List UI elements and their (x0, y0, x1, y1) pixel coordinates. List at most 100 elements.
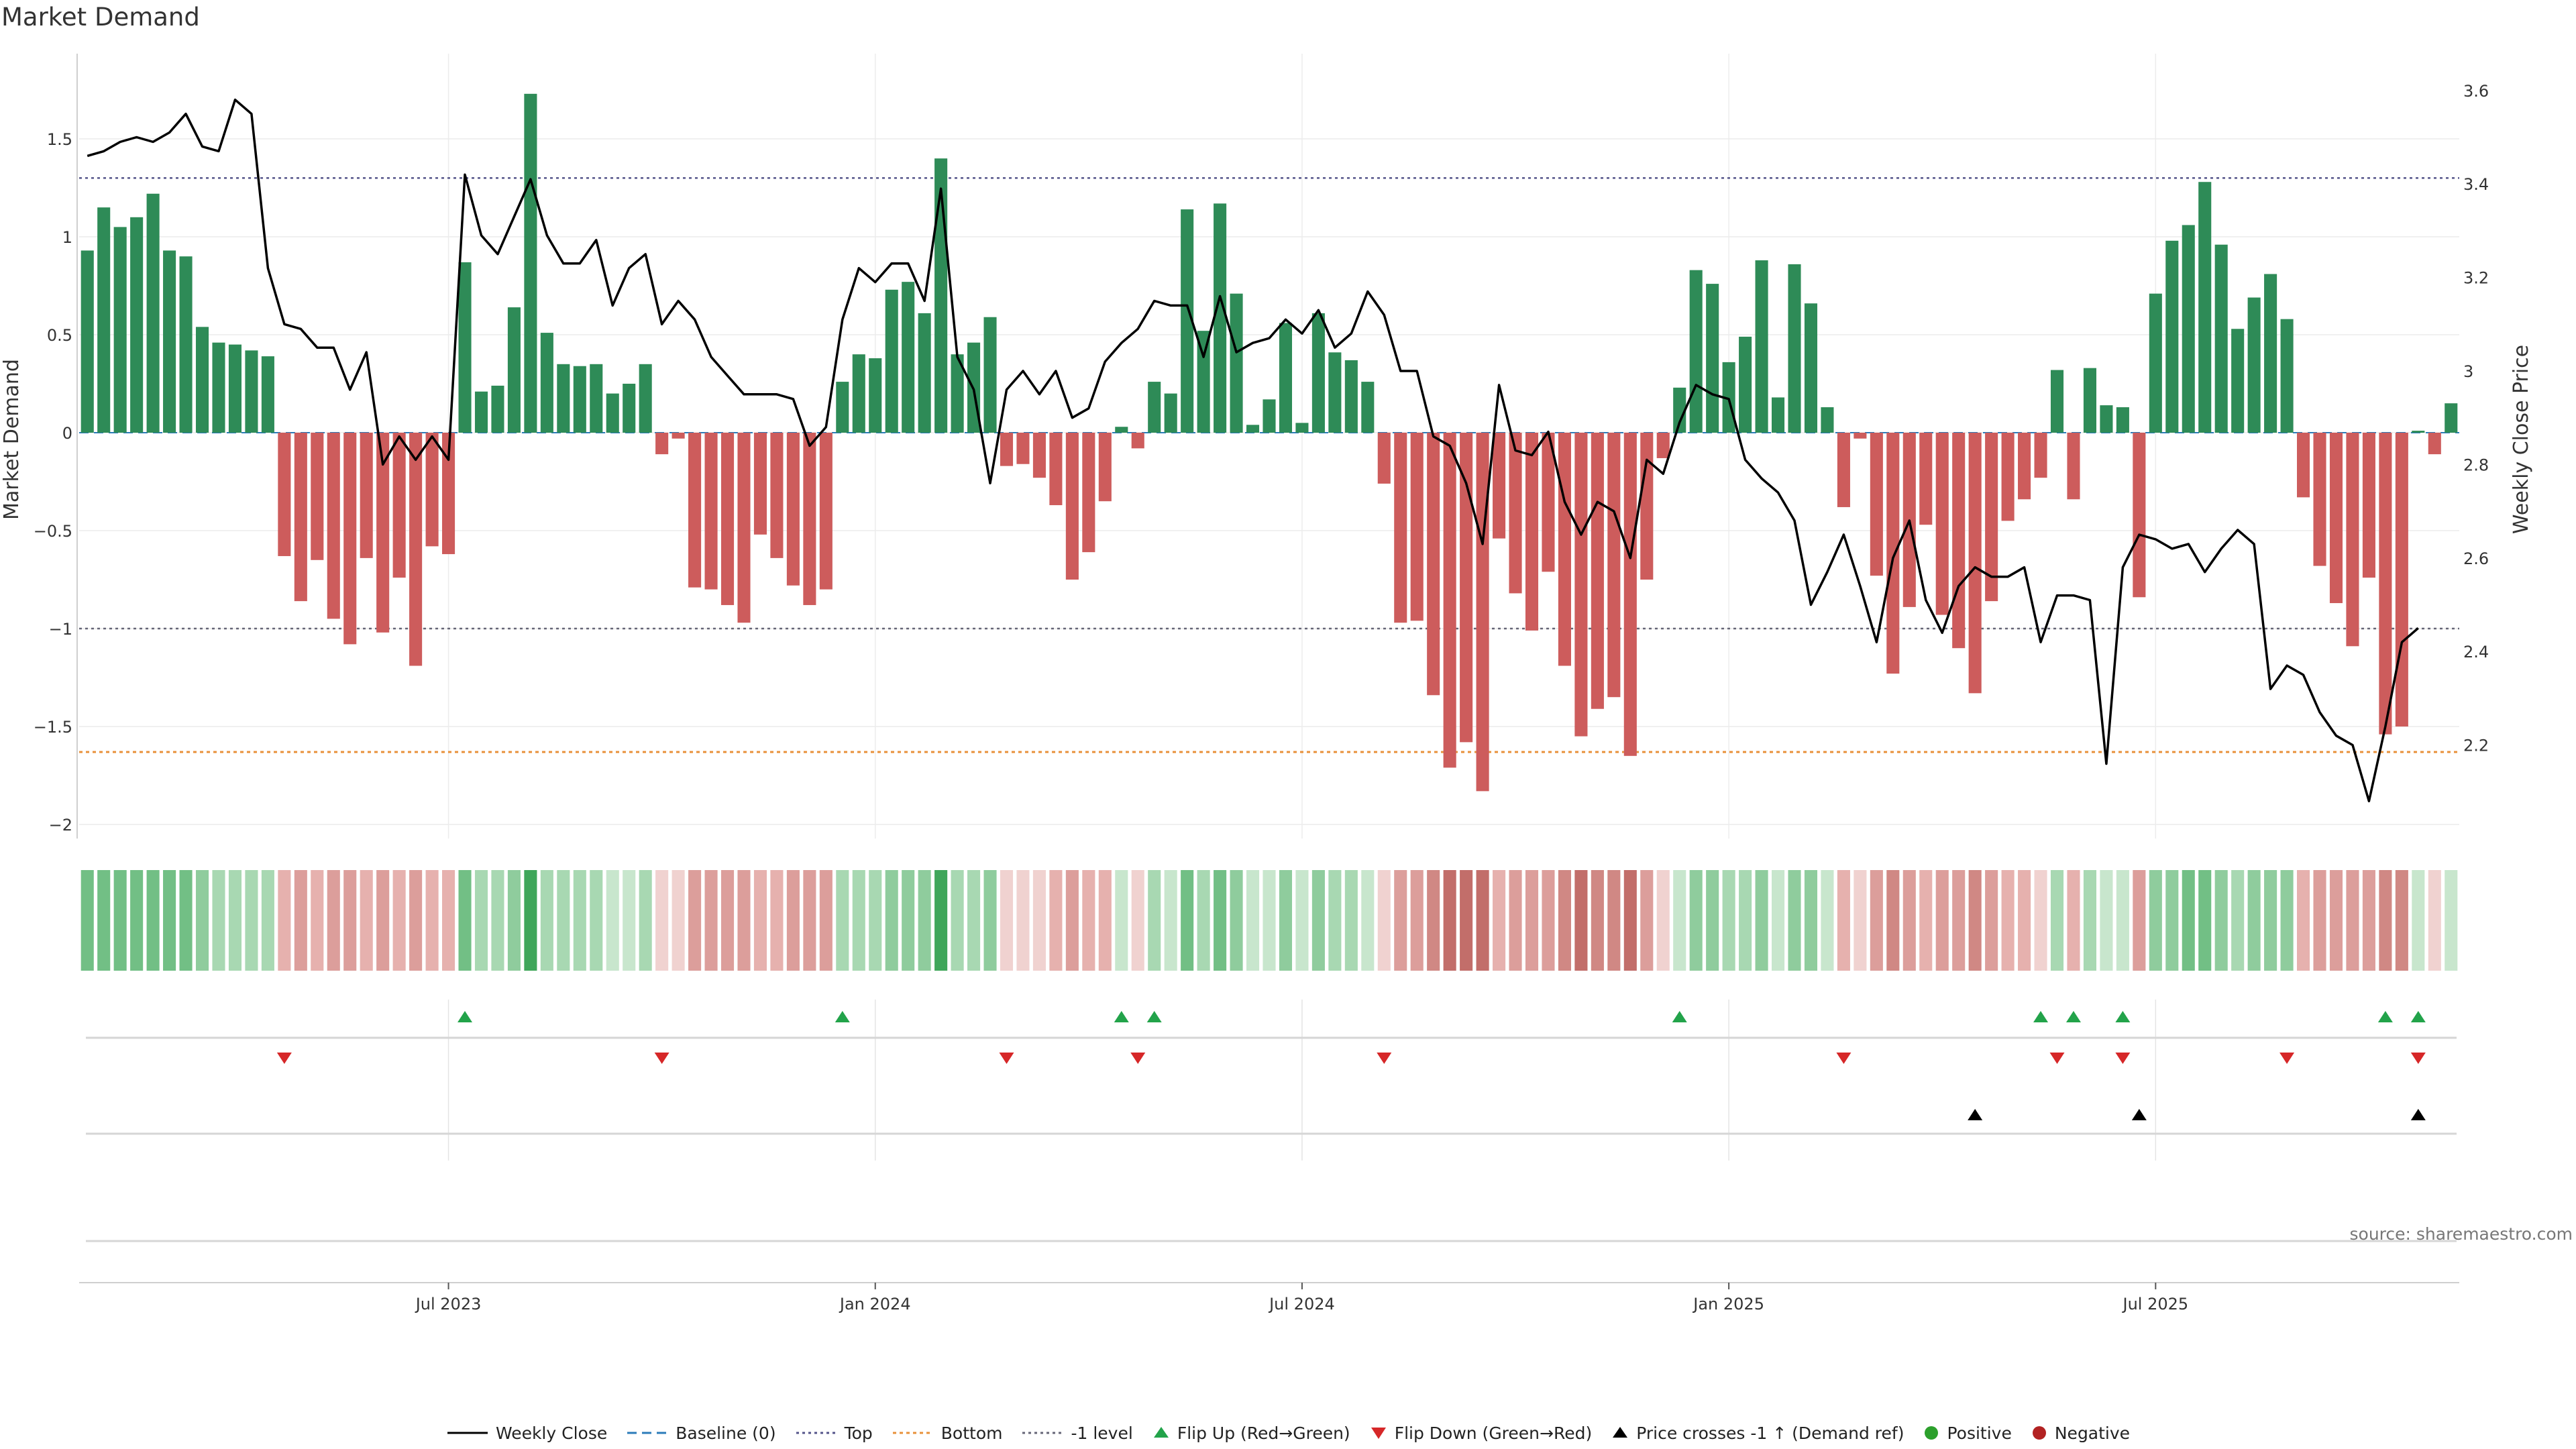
demand-bar (1410, 433, 1424, 621)
strip-cell (1886, 870, 1900, 971)
strip-cell (1558, 870, 1571, 971)
demand-bar (228, 344, 241, 433)
strip-cell (1295, 870, 1309, 971)
demand-bar (672, 433, 685, 439)
demand-bar (2083, 368, 2096, 433)
strip-cell (392, 870, 406, 971)
strip-cell (1115, 870, 1128, 971)
strip-cell (1755, 870, 1768, 971)
demand-bar (1739, 336, 1752, 433)
strip-cell (2034, 870, 2047, 971)
demand-bar (1131, 433, 1144, 449)
demand-bar (1394, 433, 1407, 623)
flip-up-marker (458, 1011, 473, 1022)
strip-cell (1656, 870, 1670, 971)
y-tick-label: −1 (49, 620, 72, 639)
strip-cell (163, 870, 176, 971)
strip-cell (1771, 870, 1785, 971)
demand-bar (1197, 331, 1210, 433)
strip-cell (819, 870, 833, 971)
demand-bar (2247, 297, 2261, 433)
demand-bar (1968, 433, 1982, 694)
legend-item-weekly-close: Weekly Close (446, 1424, 607, 1443)
demand-bar (1311, 313, 1325, 433)
right-axis: 3.6 3.4 3.2 3 2.8 2.6 2.4 2.2 (2463, 82, 2489, 755)
strip-cell (1214, 870, 1227, 971)
strip-cell (573, 870, 586, 971)
strip-cell (442, 870, 455, 971)
legend-item-flip-down: Flip Down (Green→Red) (1369, 1423, 1593, 1443)
legend-item-flip-up: Flip Up (Red→Green) (1152, 1424, 1350, 1443)
strip-cell (1181, 870, 1194, 971)
strip-cell (245, 870, 258, 971)
strip-cell (1049, 870, 1063, 971)
flip-down-marker (654, 1053, 669, 1064)
strip-cell (1476, 870, 1489, 971)
demand-bar (442, 433, 455, 555)
legend-swatch-cross (1611, 1426, 1629, 1440)
strip-cell (951, 870, 964, 971)
cross-up-marker (2131, 1109, 2147, 1120)
strip-cell (278, 870, 291, 971)
demand-bar (786, 433, 800, 586)
demand-bar (655, 433, 669, 455)
strip-cell (720, 870, 735, 971)
legend-label: -1 level (1071, 1423, 1133, 1443)
demand-bar (606, 393, 619, 433)
strip-cell (1443, 870, 1456, 971)
legend-swatch-baseline (626, 1426, 669, 1440)
grid-layer (76, 54, 2459, 1161)
strip-cell (2149, 870, 2162, 971)
strip-cell (885, 870, 898, 971)
demand-bar (1016, 433, 1030, 464)
strip-cell (2067, 870, 2080, 971)
strip-cell (1131, 870, 1144, 971)
demand-bar (1854, 433, 1867, 439)
demand-bars (80, 93, 2458, 792)
demand-bar (1623, 433, 1637, 756)
demand-bar (1886, 433, 1900, 674)
strip-cell (1460, 870, 1473, 971)
strip-cell (1509, 870, 1522, 971)
demand-bar (918, 313, 931, 433)
demand-bar (146, 193, 160, 433)
demand-bar (1952, 433, 1966, 649)
strip-cell (983, 870, 997, 971)
legend-label: Flip Down (Green→Red) (1394, 1423, 1593, 1443)
demand-bar (1755, 260, 1768, 433)
demand-bar (1246, 425, 1260, 433)
strip-cell (1016, 870, 1030, 971)
strip-cell (2001, 870, 2015, 971)
flip-up-marker (2377, 1011, 2393, 1022)
demand-bar (590, 364, 603, 433)
strip-cell (1246, 870, 1260, 971)
demand-bar (2198, 182, 2212, 433)
strip-cell (2280, 870, 2294, 971)
strip-cell (623, 870, 636, 971)
legend-item-negative: Negative (2031, 1424, 2130, 1443)
demand-bar (343, 433, 357, 645)
strip-cell (1788, 870, 1801, 971)
demand-bar (1673, 387, 1686, 433)
x-tick-label: Jul 2024 (1268, 1295, 1335, 1313)
demand-bar (623, 384, 636, 433)
strip-cell (343, 870, 357, 971)
demand-bar (195, 327, 209, 433)
demand-bar (1000, 433, 1014, 466)
demand-bar (1558, 433, 1571, 666)
strip-cell (1591, 870, 1604, 971)
strip-cell (409, 870, 423, 971)
legend-item-minus1: -1 level (1021, 1423, 1133, 1443)
demand-bar (2165, 240, 2179, 433)
strip-cell (704, 870, 718, 971)
demand-bar (1509, 433, 1522, 594)
demand-bar (1082, 433, 1095, 553)
strip-cell (376, 870, 390, 971)
flip-down-marker (2049, 1053, 2065, 1064)
demand-bar (1295, 423, 1309, 433)
strip-cell (1952, 870, 1966, 971)
demand-bar (2280, 319, 2294, 433)
demand-bar (163, 250, 176, 433)
strip-cell (1542, 870, 1555, 971)
flip-up-marker (2115, 1011, 2131, 1022)
